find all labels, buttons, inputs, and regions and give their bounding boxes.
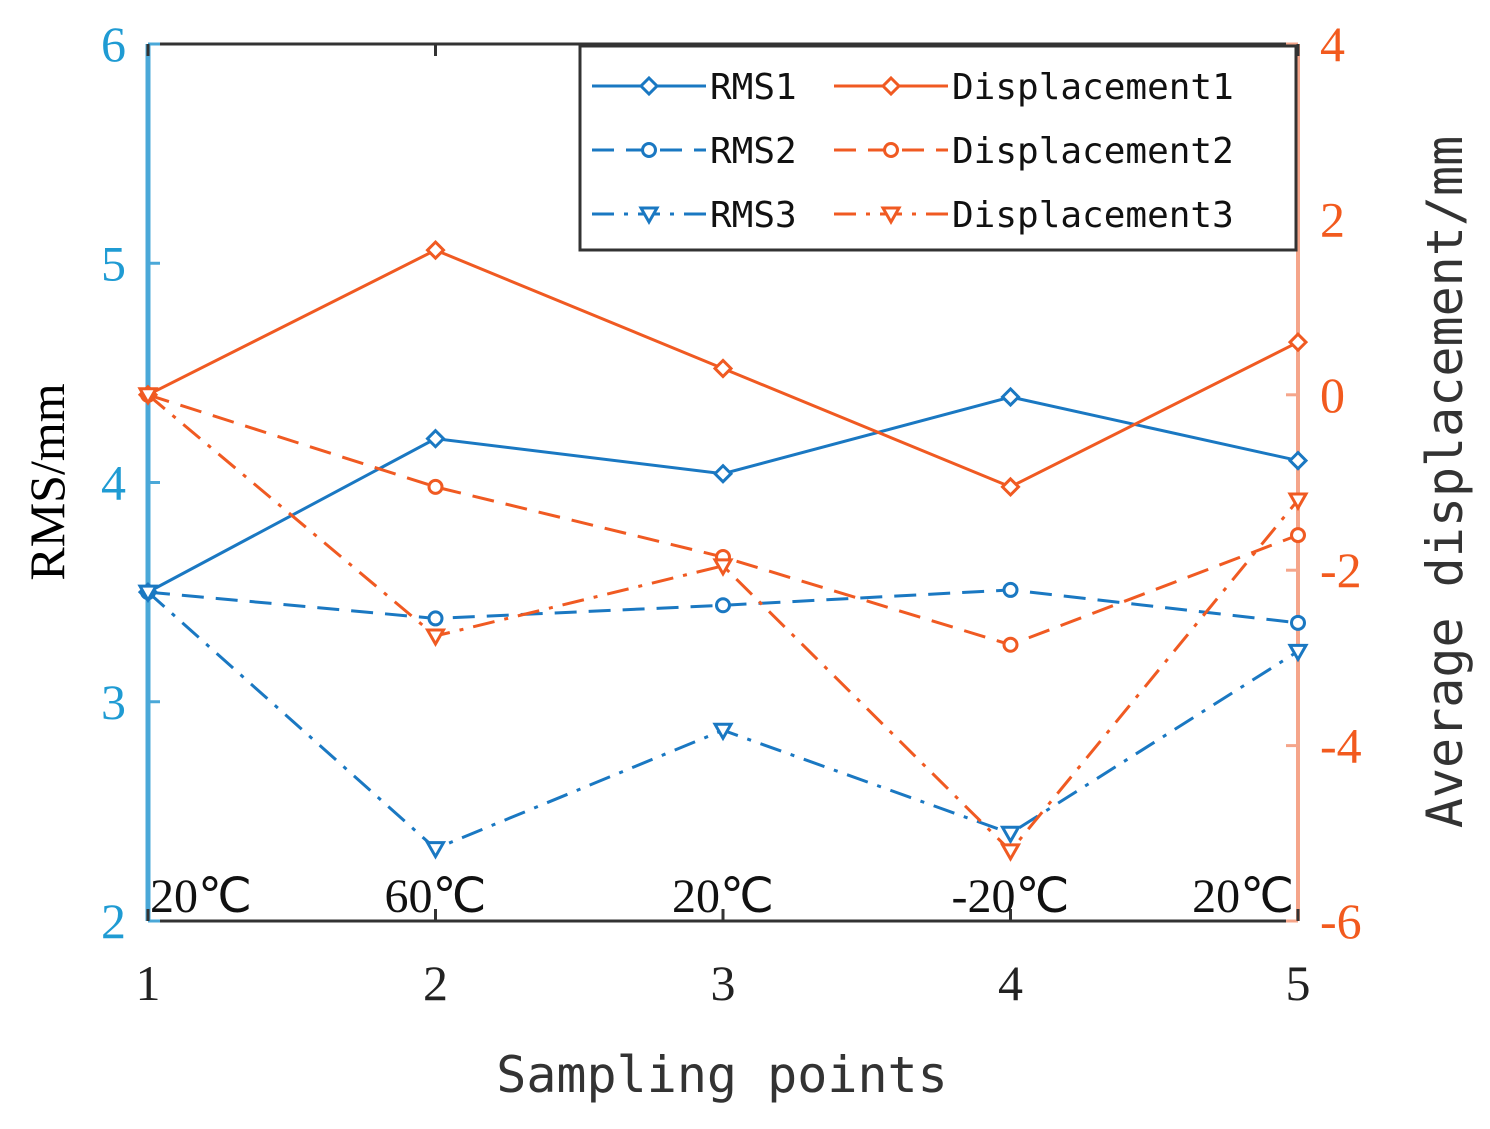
data-point [1002,636,1019,653]
x-tick-label: 2 [423,955,448,1011]
x-axis: 1 2 3 4 5 [136,44,1311,1011]
legend-label: RMS2 [710,131,797,172]
right-y-axis: -6 -4 -2 0 2 4 [1286,16,1362,949]
x-tick-label: 3 [711,955,736,1011]
legend-label: Displacement3 [952,195,1234,236]
temperature-annotations: 20℃ 60℃ 20℃ -20℃ 20℃ [150,870,1294,923]
x-tick-label: 5 [1286,955,1311,1011]
legend-marker [638,75,660,97]
left-y-tick-label: 5 [101,235,126,291]
data-point [1287,492,1309,512]
series-rms3 [137,584,1309,860]
left-y-tick-label: 4 [101,455,126,511]
legend-item-rms1: RMS1 [592,67,797,108]
legend-item-displacement2: Displacement2 [834,131,1234,172]
series-rms1 [137,386,1309,603]
temperature-label: 60℃ [385,870,487,923]
data-point [999,843,1022,862]
legend-box [578,44,1298,252]
legend-marker [641,142,657,158]
legend-marker [638,206,660,226]
x-tick-label: 1 [136,955,161,1011]
data-point [999,825,1022,845]
x-tick-label: 4 [998,955,1023,1011]
temperature-label: 20℃ [1192,870,1294,923]
data-point [715,597,731,614]
data-point [1002,581,1019,598]
left-y-axis-label: RMS/mm [19,383,75,580]
legend-label: RMS1 [710,67,797,108]
left-y-axis: 2 3 4 5 6 [101,16,160,949]
data-point [1290,527,1306,544]
data-point [712,358,734,379]
legend-label: RMS3 [710,195,797,236]
legend: RMS1 RMS2 RMS3 Displacement1 Displacement2 Di… [578,44,1298,252]
right-y-tick-label: 2 [1320,191,1345,247]
legend-item-displacement1: Displacement1 [834,67,1234,108]
right-y-tick-label: 4 [1320,16,1345,72]
data-point [1287,643,1309,663]
legend-item-rms3: RMS3 [592,195,797,236]
legend-item-displacement3: Displacement3 [834,195,1234,236]
left-y-tick-label: 2 [101,893,126,949]
x-axis-label: Sampling points [496,1046,948,1104]
right-y-tick-label: -4 [1320,718,1362,774]
legend-marker [880,206,902,226]
data-point [424,841,447,860]
series-line [147,588,1299,625]
legend-marker [880,75,902,97]
data-point [1290,614,1306,631]
temperature-label: 20℃ [150,870,252,923]
legend-label: Displacement1 [952,67,1234,108]
legend-item-rms2: RMS2 [592,131,797,172]
right-y-tick-label: -6 [1320,893,1362,949]
data-point [137,584,159,604]
right-y-tick-label: 0 [1320,367,1345,423]
series-displacement3 [137,387,1309,862]
data-point [712,463,734,484]
data-point [1287,332,1309,353]
series-line [147,393,1300,854]
data-point [137,387,159,406]
data-point [712,722,734,742]
data-point [1000,386,1021,408]
left-y-tick-label: 6 [101,16,126,72]
right-y-tick-label: -2 [1320,542,1362,598]
legend-marker [883,142,899,158]
data-point [425,239,446,261]
data-point [427,478,444,495]
left-y-tick-label: 3 [101,674,126,730]
temperature-label: 20℃ [672,870,774,923]
legend-label: Displacement2 [952,131,1234,172]
right-y-axis-label: Average displacement/mm [1416,136,1474,828]
series-group [137,239,1309,862]
data-point [425,428,446,449]
data-point [712,558,734,577]
data-point [1000,476,1021,498]
data-point [1287,450,1309,471]
data-point [424,628,447,647]
data-point [427,610,444,627]
temperature-label: -20℃ [952,870,1070,923]
